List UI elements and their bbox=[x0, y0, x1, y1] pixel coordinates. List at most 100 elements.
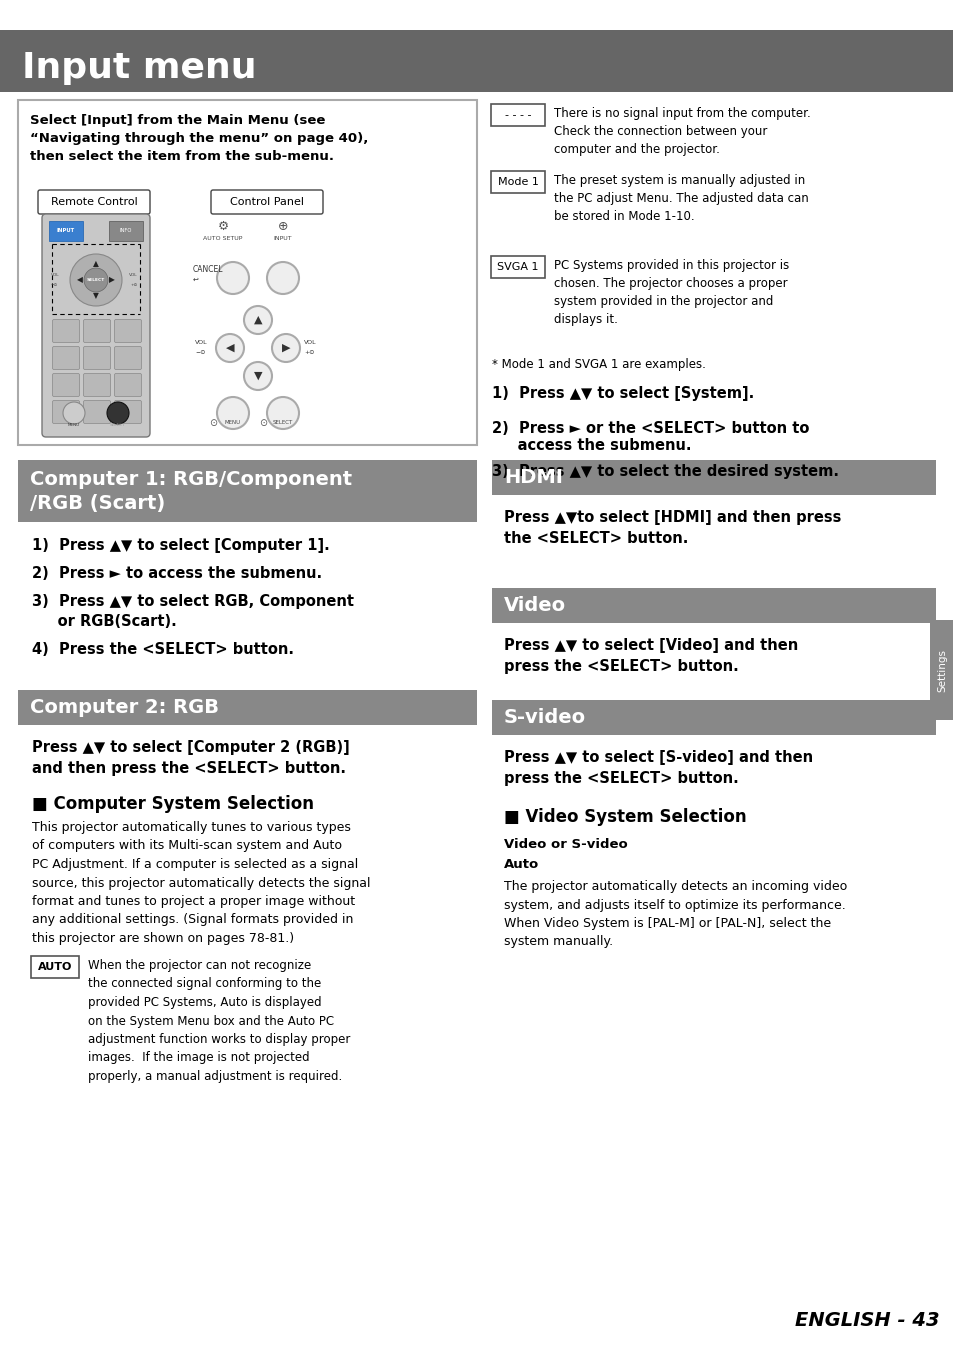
Text: Press ▲▼ to select [S-video] and then
press the <SELECT> button.: Press ▲▼ to select [S-video] and then pr… bbox=[503, 751, 812, 786]
FancyBboxPatch shape bbox=[30, 956, 79, 977]
Text: Computer 2: RGB: Computer 2: RGB bbox=[30, 698, 219, 717]
Text: There is no signal input from the computer.
Check the connection between your
co: There is no signal input from the comput… bbox=[554, 107, 810, 157]
Text: +⊙: +⊙ bbox=[304, 351, 314, 355]
Text: When the projector can not recognize
the connected signal conforming to the
prov: When the projector can not recognize the… bbox=[88, 958, 350, 1083]
Text: PC Systems provided in this projector is
chosen. The projector chooses a proper
: PC Systems provided in this projector is… bbox=[554, 259, 788, 325]
FancyBboxPatch shape bbox=[114, 320, 141, 343]
FancyBboxPatch shape bbox=[492, 701, 935, 734]
Text: The preset system is manually adjusted in
the PC adjust Menu. The adjusted data : The preset system is manually adjusted i… bbox=[554, 174, 808, 223]
Text: ▶: ▶ bbox=[109, 275, 114, 285]
Text: Press ▲▼ to select [Video] and then
press the <SELECT> button.: Press ▲▼ to select [Video] and then pres… bbox=[503, 639, 798, 674]
Text: ▼: ▼ bbox=[253, 371, 262, 381]
Text: HDMI: HDMI bbox=[503, 468, 562, 487]
Text: SVGA 1: SVGA 1 bbox=[497, 262, 538, 271]
FancyBboxPatch shape bbox=[49, 221, 83, 242]
Text: Control Panel: Control Panel bbox=[230, 197, 304, 207]
Circle shape bbox=[272, 333, 299, 362]
Text: ⊙: ⊙ bbox=[209, 418, 217, 428]
Text: 2)  Press ► to access the submenu.: 2) Press ► to access the submenu. bbox=[32, 566, 322, 580]
Text: This projector automatically tunes to various types
of computers with its Multi-: This projector automatically tunes to va… bbox=[32, 821, 370, 945]
Circle shape bbox=[215, 333, 244, 362]
Text: 4)  Press the <SELECT> button.: 4) Press the <SELECT> button. bbox=[32, 643, 294, 657]
Text: ▲: ▲ bbox=[253, 315, 262, 325]
Text: SELECT: SELECT bbox=[111, 423, 126, 427]
FancyBboxPatch shape bbox=[491, 171, 544, 193]
Text: VOL: VOL bbox=[130, 273, 138, 277]
Text: 3)  Press ▲▼ to select the desired system.: 3) Press ▲▼ to select the desired system… bbox=[492, 464, 838, 479]
Circle shape bbox=[216, 262, 249, 294]
Circle shape bbox=[84, 269, 108, 292]
Text: VOL: VOL bbox=[194, 340, 208, 346]
Circle shape bbox=[216, 397, 249, 429]
Text: MENU: MENU bbox=[68, 423, 80, 427]
Text: −⊙: −⊙ bbox=[194, 351, 205, 355]
FancyBboxPatch shape bbox=[52, 401, 79, 424]
Text: Select [Input] from the Main Menu (see
“Navigating through the menu” on page 40): Select [Input] from the Main Menu (see “… bbox=[30, 113, 368, 163]
FancyBboxPatch shape bbox=[492, 460, 935, 495]
Text: ◀: ◀ bbox=[77, 275, 83, 285]
FancyBboxPatch shape bbox=[492, 589, 935, 622]
Text: - - - -: - - - - bbox=[504, 109, 531, 120]
Text: ▼: ▼ bbox=[93, 292, 99, 301]
Text: Computer 1: RGB/Component
/RGB (Scart): Computer 1: RGB/Component /RGB (Scart) bbox=[30, 470, 352, 513]
FancyBboxPatch shape bbox=[114, 347, 141, 370]
FancyBboxPatch shape bbox=[84, 347, 111, 370]
FancyBboxPatch shape bbox=[52, 320, 79, 343]
Text: 3)  Press ▲▼ to select RGB, Component: 3) Press ▲▼ to select RGB, Component bbox=[32, 594, 354, 609]
FancyBboxPatch shape bbox=[0, 30, 953, 92]
Circle shape bbox=[63, 402, 85, 424]
Text: ⊙: ⊙ bbox=[258, 418, 267, 428]
FancyBboxPatch shape bbox=[38, 190, 150, 215]
Text: Auto: Auto bbox=[503, 859, 538, 871]
Text: Input menu: Input menu bbox=[22, 51, 256, 85]
Text: ⚙: ⚙ bbox=[217, 220, 229, 234]
Text: * Mode 1 and SVGA 1 are examples.: * Mode 1 and SVGA 1 are examples. bbox=[492, 358, 705, 371]
FancyBboxPatch shape bbox=[84, 374, 111, 397]
Text: Settings: Settings bbox=[936, 648, 946, 691]
Text: or RGB(Scart).: or RGB(Scart). bbox=[32, 614, 176, 629]
FancyBboxPatch shape bbox=[18, 460, 476, 522]
Text: ↩: ↩ bbox=[193, 277, 198, 284]
Text: 2)  Press ► or the <SELECT> button to
     access the submenu.: 2) Press ► or the <SELECT> button to acc… bbox=[492, 421, 808, 454]
Text: Remote Control: Remote Control bbox=[51, 197, 137, 207]
FancyBboxPatch shape bbox=[114, 401, 141, 424]
FancyBboxPatch shape bbox=[18, 690, 476, 725]
Circle shape bbox=[107, 402, 129, 424]
Text: SELECT: SELECT bbox=[87, 278, 105, 282]
Text: Video: Video bbox=[503, 595, 565, 616]
Text: S-video: S-video bbox=[503, 707, 585, 728]
FancyBboxPatch shape bbox=[929, 620, 953, 720]
FancyBboxPatch shape bbox=[84, 401, 111, 424]
Text: MENU: MENU bbox=[225, 420, 241, 425]
FancyBboxPatch shape bbox=[18, 100, 476, 446]
Text: The projector automatically detects an incoming video
system, and adjusts itself: The projector automatically detects an i… bbox=[503, 880, 846, 949]
Circle shape bbox=[70, 254, 122, 306]
Text: AUTO: AUTO bbox=[38, 963, 72, 972]
Circle shape bbox=[267, 262, 298, 294]
FancyBboxPatch shape bbox=[52, 347, 79, 370]
FancyBboxPatch shape bbox=[42, 215, 150, 437]
Text: Mode 1: Mode 1 bbox=[497, 177, 537, 188]
Text: Video or S-video: Video or S-video bbox=[503, 838, 627, 850]
Text: ▶: ▶ bbox=[281, 343, 290, 352]
FancyBboxPatch shape bbox=[211, 190, 323, 215]
Text: Press ▲▼to select [HDMI] and then press
the <SELECT> button.: Press ▲▼to select [HDMI] and then press … bbox=[503, 510, 841, 545]
FancyBboxPatch shape bbox=[52, 374, 79, 397]
Text: 1)  Press ▲▼ to select [System].: 1) Press ▲▼ to select [System]. bbox=[492, 386, 754, 401]
Text: −⊙: −⊙ bbox=[51, 284, 58, 288]
Text: 1)  Press ▲▼ to select [Computer 1].: 1) Press ▲▼ to select [Computer 1]. bbox=[32, 539, 330, 553]
Circle shape bbox=[244, 362, 272, 390]
Text: ENGLISH - 43: ENGLISH - 43 bbox=[795, 1311, 939, 1330]
Text: INFO: INFO bbox=[120, 228, 132, 234]
Circle shape bbox=[244, 306, 272, 333]
Text: CANCEL: CANCEL bbox=[193, 266, 223, 274]
FancyBboxPatch shape bbox=[84, 320, 111, 343]
Text: INPUT: INPUT bbox=[274, 236, 292, 242]
Text: ⊕: ⊕ bbox=[277, 220, 288, 234]
FancyBboxPatch shape bbox=[109, 221, 143, 242]
Text: AUTO SETUP: AUTO SETUP bbox=[203, 236, 242, 242]
Text: SELECT: SELECT bbox=[273, 420, 293, 425]
Text: ◀: ◀ bbox=[226, 343, 234, 352]
Text: ▲: ▲ bbox=[93, 259, 99, 269]
Text: VOL: VOL bbox=[304, 340, 316, 346]
